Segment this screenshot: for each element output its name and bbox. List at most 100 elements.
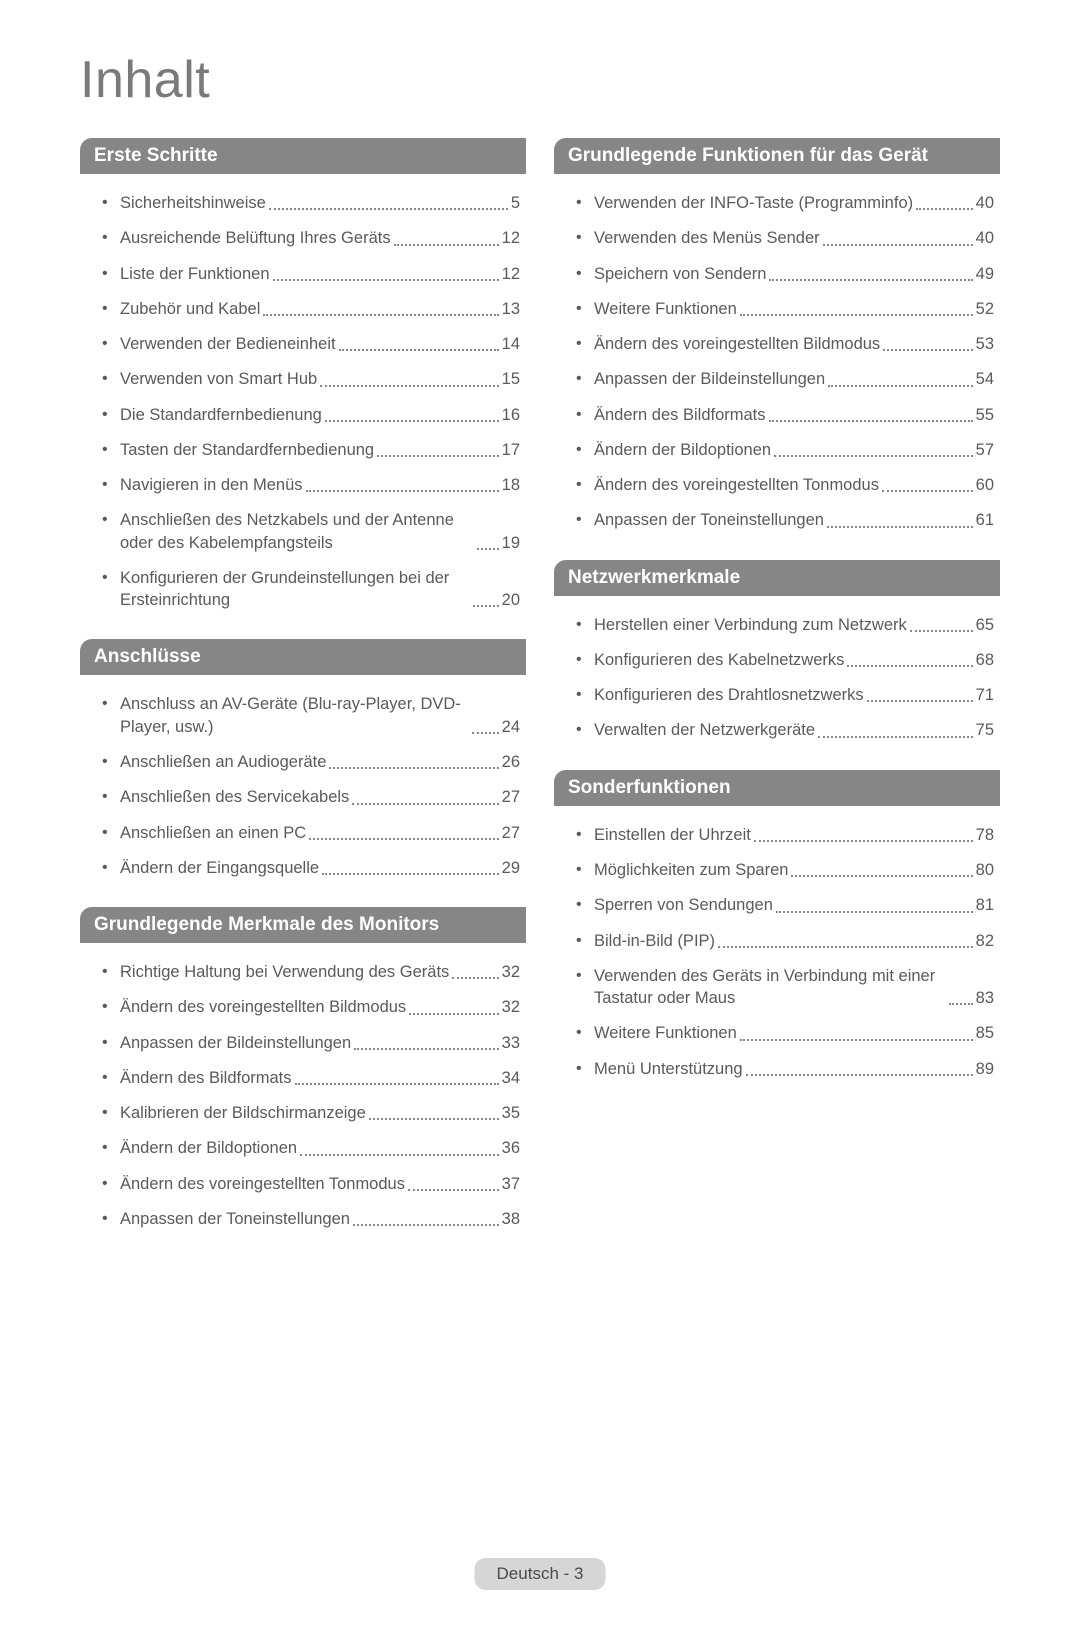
toc-leader [452, 977, 498, 979]
toc-leader [369, 1118, 499, 1120]
toc-item-label: Menü Unterstützung [594, 1058, 743, 1080]
toc-item-label: Verwenden der INFO-Taste (Programminfo) [594, 192, 913, 214]
toc-item: Anpassen der Bildeinstellungen 54 [576, 368, 994, 390]
toc-leader [473, 605, 499, 607]
toc-item: Konfigurieren des Kabelnetzwerks68 [576, 649, 994, 671]
toc-item-label: Weitere Funktionen [594, 1022, 737, 1044]
toc-item-label: Anpassen der Toneinstellungen [120, 1208, 350, 1230]
toc-item: Anschließen an einen PC27 [102, 822, 520, 844]
toc-column: Erste SchritteSicherheitshinweise5Ausrei… [80, 138, 526, 1258]
toc-item-label: Weitere Funktionen [594, 298, 737, 320]
toc-list: Verwenden der INFO-Taste (Programminfo) 4… [554, 192, 1000, 532]
toc-leader [769, 279, 972, 281]
toc-leader [273, 279, 499, 281]
toc-item: Ändern des voreingestellten Tonmodus 37 [102, 1173, 520, 1195]
toc-item-page: 32 [502, 961, 520, 983]
toc-leader [320, 385, 498, 387]
toc-item-page: 81 [976, 894, 994, 916]
toc-item-label: Navigieren in den Menüs [120, 474, 303, 496]
toc-leader [828, 385, 972, 387]
toc-item-page: 75 [976, 719, 994, 741]
toc-item-label: Konfigurieren der Grundeinstellungen bei… [120, 567, 470, 612]
toc-leader [827, 526, 973, 528]
toc-item: Ändern des Bildformats34 [102, 1067, 520, 1089]
toc-item-page: 33 [502, 1032, 520, 1054]
toc-leader [823, 244, 973, 246]
toc-item-page: 80 [976, 859, 994, 881]
toc-item-page: 68 [976, 649, 994, 671]
toc-item-label: Anschluss an AV-Geräte (Blu-ray-Player, … [120, 693, 469, 738]
toc-leader [847, 665, 972, 667]
toc-item: Zubehör und Kabel13 [102, 298, 520, 320]
toc-item-label: Speichern von Sendern [594, 263, 766, 285]
toc-list: Einstellen der Uhrzeit 78 Möglichkeiten zu… [554, 824, 1000, 1080]
toc-item-page: 16 [502, 404, 520, 426]
toc-item-page: 82 [976, 930, 994, 952]
toc-item: Sicherheitshinweise5 [102, 192, 520, 214]
toc-item-label: Zubehör und Kabel [120, 298, 260, 320]
toc-leader [882, 490, 973, 492]
toc-item-label: Anpassen der Bildeinstellungen [594, 368, 825, 390]
toc-leader [769, 420, 973, 422]
toc-item-page: 14 [502, 333, 520, 355]
toc-list: Anschluss an AV-Geräte (Blu-ray-Player, … [80, 693, 526, 879]
toc-leader [329, 767, 498, 769]
toc-item-page: 83 [976, 987, 994, 1009]
toc-item: Anschluss an AV-Geräte (Blu-ray-Player, … [102, 693, 520, 738]
toc-item-page: 37 [502, 1173, 520, 1195]
toc-item: Anpassen der Bildeinstellungen33 [102, 1032, 520, 1054]
toc-item: Anschließen des Servicekabels27 [102, 786, 520, 808]
toc-item-page: 60 [976, 474, 994, 496]
toc-item: Anpassen der Toneinstellungen38 [102, 1208, 520, 1230]
toc-item-page: 34 [502, 1067, 520, 1089]
toc-leader [354, 1048, 498, 1050]
toc-item: Ändern der Bildoptionen57 [576, 439, 994, 461]
toc-item: Herstellen einer Verbindung zum Netzwerk… [576, 614, 994, 636]
toc-leader [754, 840, 973, 842]
toc-item: Konfigurieren der Grundeinstellungen bei… [102, 567, 520, 612]
toc-item-label: Kalibrieren der Bildschirmanzeige [120, 1102, 366, 1124]
toc-item: Ändern des voreingestellten Tonmodus60 [576, 474, 994, 496]
toc-item-label: Anschließen an Audiogeräte [120, 751, 326, 773]
toc-list: Sicherheitshinweise5Ausreichende Belüftu… [80, 192, 526, 611]
toc-item-page: 78 [976, 824, 994, 846]
toc-leader [325, 420, 499, 422]
toc-item: Liste der Funktionen12 [102, 263, 520, 285]
toc-item-label: Ändern der Bildoptionen [120, 1137, 297, 1159]
toc-item-page: 36 [502, 1137, 520, 1159]
toc-item: Tasten der Standardfernbedienung17 [102, 439, 520, 461]
toc-item-page: 54 [976, 368, 994, 390]
section-heading: Grundlegende Merkmale des Monitors [80, 907, 526, 943]
page-container: Inhalt Erste SchritteSicherheitshinweise… [0, 0, 1080, 1630]
toc-item-page: 52 [976, 298, 994, 320]
section-heading: Grundlegende Funktionen für das Gerät [554, 138, 1000, 174]
toc-item-label: Liste der Funktionen [120, 263, 270, 285]
toc-item: Ändern der Eingangsquelle29 [102, 857, 520, 879]
toc-item-label: Möglichkeiten zum Sparen [594, 859, 788, 881]
toc-leader [309, 838, 498, 840]
toc-leader [477, 548, 498, 550]
toc-item-label: Ändern des voreingestellten Bildmodus [120, 996, 406, 1018]
toc-item: Konfigurieren des Drahtlosnetzwerks 71 [576, 684, 994, 706]
toc-leader [883, 349, 972, 351]
toc-item: Menü Unterstützung89 [576, 1058, 994, 1080]
toc-item-page: 85 [976, 1022, 994, 1044]
toc-item-page: 20 [502, 589, 520, 611]
toc-item-page: 24 [502, 716, 520, 738]
toc-item-label: Konfigurieren des Drahtlosnetzwerks [594, 684, 864, 706]
toc-item-page: 55 [976, 404, 994, 426]
toc-item-page: 40 [976, 192, 994, 214]
toc-leader [740, 1039, 973, 1041]
toc-item-label: Ändern des voreingestellten Tonmodus [120, 1173, 405, 1195]
toc-item-label: Ändern der Eingangsquelle [120, 857, 319, 879]
toc-leader [740, 314, 973, 316]
toc-item-label: Einstellen der Uhrzeit [594, 824, 751, 846]
toc-item-label: Anschließen des Netzkabels und der Anten… [120, 509, 474, 554]
toc-item-page: 61 [976, 509, 994, 531]
toc-leader [322, 873, 499, 875]
toc-item-label: Herstellen einer Verbindung zum Netzwerk [594, 614, 907, 636]
toc-item-page: 71 [976, 684, 994, 706]
toc-leader [269, 208, 508, 210]
toc-leader [916, 208, 973, 210]
toc-item-label: Verwenden des Menüs Sender [594, 227, 820, 249]
